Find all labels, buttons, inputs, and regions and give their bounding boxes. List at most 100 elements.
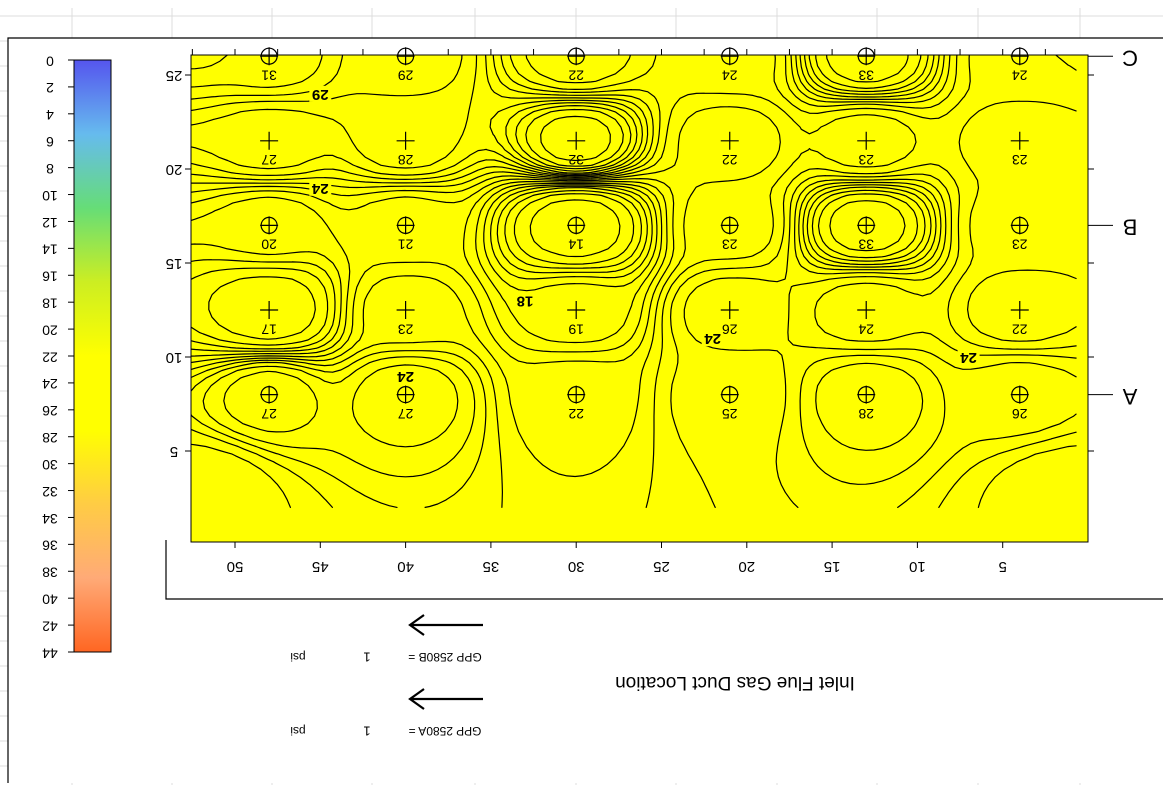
contour-line [191, 55, 1077, 508]
contour-label-bg [701, 330, 724, 347]
y-tick-label: 10 [166, 349, 183, 366]
sample-value-label: 26 [722, 321, 738, 337]
row-label: A [1122, 384, 1137, 409]
sample-marker-cross [857, 47, 876, 66]
annotations: Inlet Flue Gas Duct Location GPP 2580B = 1… [290, 614, 855, 739]
colorbar-tick-label: 38 [42, 565, 58, 581]
sample-value-label: 28 [858, 406, 874, 422]
colorbar-tick-label: 34 [42, 511, 58, 527]
sample-value-label: 29 [398, 67, 414, 83]
plot-area [190, 54, 1089, 543]
colorbar-tick-label: 40 [42, 591, 58, 607]
y-tick-label: 15 [166, 255, 183, 272]
sample-value-label: 33 [858, 67, 874, 83]
colorbar-tick-label: 36 [42, 538, 58, 554]
sample-value-label: 25 [722, 406, 738, 422]
contour-line [191, 185, 653, 346]
sample-marker-cross [1010, 131, 1029, 150]
outer-chart-border [7, 37, 1163, 783]
sample-marker-cross [720, 301, 739, 319]
sample-value-label: 19 [568, 321, 584, 337]
sample-marker-cross [396, 131, 415, 150]
sample-marker-cross [857, 301, 876, 319]
colorbar-gradient [73, 59, 112, 653]
sample-value-label: 26 [1012, 406, 1028, 422]
contour-line [191, 55, 951, 485]
contour-line [513, 193, 635, 265]
sample-value-label: 14 [568, 237, 584, 253]
contour-label-bg [309, 85, 332, 102]
plot-fill [190, 54, 1089, 543]
contour-label: 24 [311, 180, 328, 197]
y-tick-label: 25 [166, 67, 183, 84]
colorbar-tick-label: 30 [42, 457, 58, 473]
sample-value-label: 21 [398, 237, 414, 253]
contour-label: 24 [960, 349, 977, 366]
colorbar-tick-label: 0 [46, 53, 54, 69]
x-tick-label: 10 [909, 558, 926, 575]
contour-line [529, 199, 621, 258]
colorbar-tick-label: 32 [42, 484, 58, 500]
contour-label: 18 [517, 293, 534, 310]
sample-value-label: 31 [261, 67, 277, 83]
sample-value-label: 23 [1012, 152, 1028, 168]
colorbar-tick-label: 42 [42, 618, 58, 634]
sample-value-label: 23 [858, 152, 874, 168]
sample-value-label: 22 [1012, 321, 1028, 337]
sample-marker-cross [720, 216, 739, 235]
arrow-icon [408, 614, 483, 636]
sample-marker-cross [567, 131, 586, 150]
gauge-unit: psi [290, 724, 305, 738]
arrow-icon [408, 688, 483, 710]
colorbar-tick-label: 4 [46, 107, 54, 123]
sample-value-label: 27 [261, 406, 277, 422]
sample-marker-cross [260, 216, 279, 235]
sample-marker-cross [720, 47, 739, 66]
contour-line [191, 55, 929, 262]
chart-title: Inlet Flue Gas Duct Location [615, 672, 855, 693]
contour-lines [191, 55, 1077, 508]
sample-value-label: 22 [568, 406, 584, 422]
colorbar-tick-label: 8 [46, 161, 54, 177]
sample-marker-cross [720, 131, 739, 150]
colorbar-tick-label: 2 [46, 80, 54, 96]
colorbar-tick-label: 24 [42, 376, 58, 392]
colorbar-tick-label: 28 [42, 430, 58, 446]
x-tick-label: 40 [397, 558, 414, 575]
contour-line [208, 187, 648, 340]
colorbar-tick-label: 20 [42, 322, 58, 338]
x-tick-label: 35 [483, 558, 500, 575]
colorbar-tick-label: 6 [46, 134, 54, 150]
axis-box-border [165, 540, 1163, 600]
contour-line [191, 184, 658, 350]
sample-value-label: 23 [1012, 237, 1028, 253]
x-tick-label: 15 [824, 558, 841, 575]
contour-label: 24 [397, 368, 414, 385]
contour-line [191, 55, 922, 259]
sample-value-label: 23 [398, 321, 414, 337]
sample-value-label: 27 [261, 152, 277, 168]
sample-value-label: 17 [261, 321, 277, 337]
contour-label-bg [394, 367, 417, 384]
sample-value-label: 24 [1012, 67, 1028, 83]
x-tick-label: 45 [312, 558, 329, 575]
sample-value-label: 33 [858, 237, 874, 253]
sample-marker-cross [567, 216, 586, 235]
contour-line [191, 55, 940, 268]
sample-value-label: 24 [858, 321, 874, 337]
sample-marker-cross [1010, 216, 1029, 235]
colorbar-tick-label: 26 [42, 403, 58, 419]
row-label: B [1123, 215, 1138, 240]
x-tick-label: 5 [999, 558, 1007, 575]
sample-marker-cross [567, 385, 586, 404]
sample-marker-cross [1010, 47, 1029, 66]
sample-marker-cross [260, 47, 279, 66]
row-label: C [1122, 45, 1138, 70]
contour-line [825, 55, 909, 252]
sample-value-label: 28 [398, 152, 414, 168]
colorbar-tick-label: 44 [42, 645, 58, 661]
sample-value-label: 22 [722, 152, 738, 168]
sample-marker-cross [857, 131, 876, 150]
